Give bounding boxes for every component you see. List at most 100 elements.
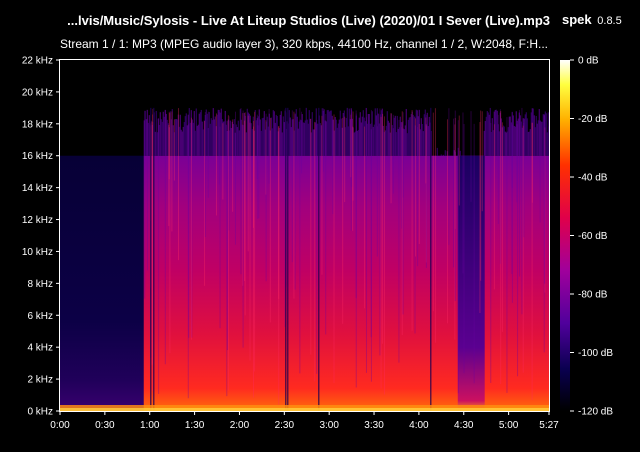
app-name-label: spek — [562, 12, 592, 27]
hf-column — [375, 115, 377, 156]
hf-column — [187, 114, 189, 156]
streak — [247, 115, 249, 252]
streak — [342, 117, 344, 324]
hf-column — [164, 109, 166, 156]
hf-column — [222, 121, 224, 156]
hf-column — [165, 113, 167, 156]
app-name: spek 0.8.5 — [562, 12, 622, 27]
hf-column — [216, 114, 218, 156]
hf-column — [292, 119, 294, 156]
streak — [539, 120, 541, 223]
hf-column — [531, 108, 533, 156]
hf-column — [487, 112, 489, 156]
streak — [249, 122, 251, 361]
streak — [432, 112, 434, 312]
streak — [402, 121, 404, 315]
hf-column — [529, 129, 531, 156]
hf-column — [310, 132, 312, 156]
streak — [164, 110, 166, 365]
hf-column — [547, 112, 549, 156]
hf-column — [505, 132, 507, 156]
streak — [268, 109, 270, 184]
streak — [355, 110, 357, 299]
streak — [457, 120, 459, 394]
streak — [401, 127, 403, 229]
hf-column — [207, 128, 209, 156]
streak — [168, 112, 170, 180]
hf-column — [295, 109, 297, 156]
streak — [333, 114, 335, 384]
streak — [376, 126, 378, 257]
hf-column — [422, 131, 424, 156]
hf-column — [168, 127, 170, 156]
streak — [511, 122, 513, 274]
freq-tick-label: 6 kHz — [27, 311, 53, 322]
db-tick-label: -100 dB — [578, 348, 613, 359]
hf-column — [397, 129, 399, 156]
hf-column — [339, 110, 341, 156]
hf-column — [366, 123, 368, 156]
hf-column — [523, 118, 525, 156]
streak — [146, 118, 148, 271]
streak — [242, 113, 244, 286]
db-tick-label: -20 dB — [578, 114, 608, 125]
hf-column — [350, 108, 352, 156]
hf-column — [420, 118, 422, 156]
hf-column — [492, 130, 494, 156]
streak — [415, 118, 417, 257]
hf-column — [190, 110, 192, 156]
hf-column — [204, 115, 206, 156]
hf-column — [214, 116, 216, 156]
hf-column — [542, 114, 544, 156]
hf-column — [436, 147, 438, 156]
streak — [402, 112, 404, 198]
hf-column — [343, 110, 345, 156]
hf-column — [275, 114, 277, 156]
hf-column — [177, 114, 179, 156]
streak — [370, 123, 372, 338]
db-gradient-bar — [560, 60, 570, 411]
hf-column — [301, 114, 303, 156]
hf-column — [238, 130, 240, 156]
streak — [177, 108, 179, 261]
streak — [352, 126, 354, 231]
streak — [470, 111, 472, 202]
streak — [425, 125, 427, 263]
hf-column — [231, 121, 233, 156]
hf-column — [173, 132, 175, 156]
hf-column — [324, 120, 326, 156]
streak — [411, 110, 413, 331]
hf-column — [298, 121, 300, 156]
hf-column — [370, 129, 372, 156]
stream-info: Stream 1 / 1: MP3 (MPEG audio layer 3), … — [60, 37, 549, 51]
hf-column — [332, 119, 334, 156]
hf-column — [290, 127, 292, 156]
streak — [481, 111, 483, 212]
streak — [473, 123, 475, 384]
hf-column — [254, 110, 256, 156]
hf-column — [315, 108, 317, 156]
hf-column — [329, 110, 331, 156]
hf-column — [218, 109, 220, 156]
hf-column — [347, 126, 349, 156]
freq-tick-label: 0 kHz — [27, 407, 53, 418]
freq-tick-label: 20 kHz — [22, 87, 53, 98]
freq-tick-label: 2 kHz — [27, 375, 53, 386]
db-tick-label: -60 dB — [578, 231, 608, 242]
hf-column — [418, 109, 420, 156]
streak — [480, 110, 482, 281]
hf-column — [528, 131, 530, 156]
hf-column — [321, 108, 323, 156]
hf-column — [500, 118, 502, 156]
hf-column — [267, 126, 269, 156]
hf-column — [244, 115, 246, 156]
hf-column — [224, 110, 226, 156]
streak — [499, 109, 501, 264]
db-tick-label: 0 dB — [578, 56, 599, 67]
hf-column — [423, 114, 425, 156]
hf-column — [361, 116, 363, 156]
hf-column — [245, 132, 247, 156]
streak — [332, 119, 334, 215]
hf-column — [457, 147, 459, 156]
